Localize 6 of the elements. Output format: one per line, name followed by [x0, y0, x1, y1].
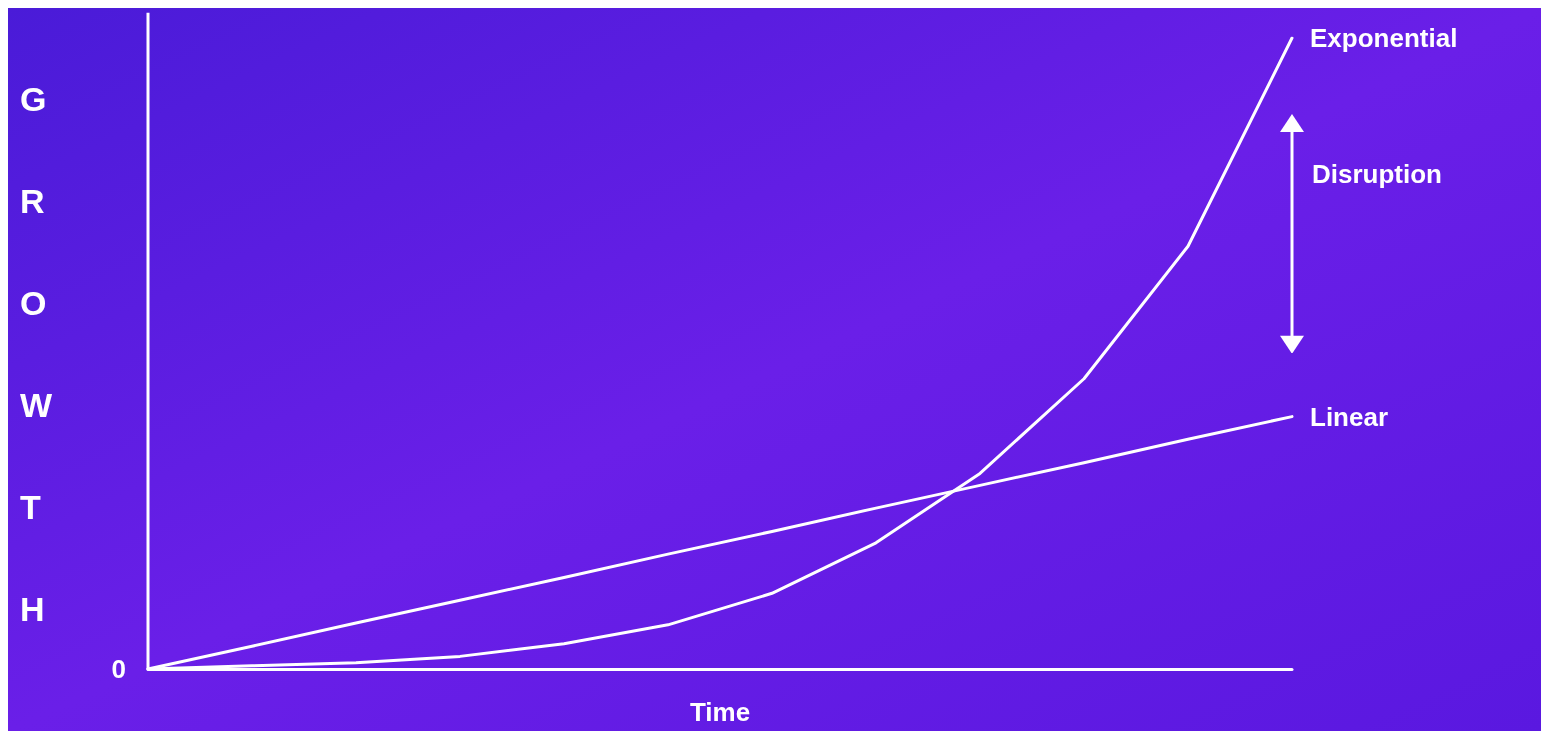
series-label: Linear	[1310, 401, 1389, 432]
x-axis-title: Time	[689, 697, 751, 727]
text: GROWTH	[20, 80, 53, 628]
text: 0	[111, 654, 126, 684]
text: Disruption	[1312, 158, 1442, 189]
series-label: Exponential	[1310, 23, 1458, 53]
